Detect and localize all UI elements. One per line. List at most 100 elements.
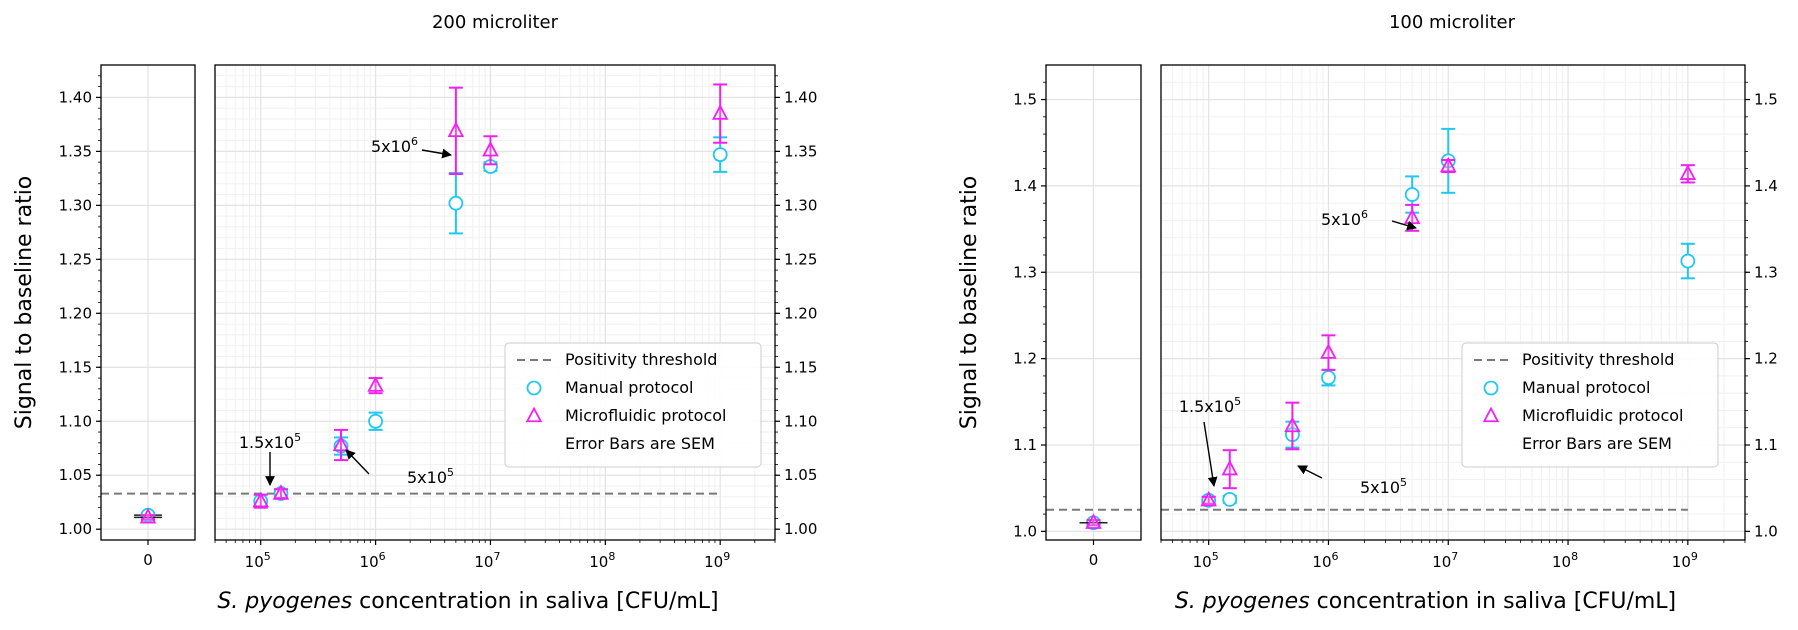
chart-panel-1: 1.00 1.00 1.05 1.05 1.10 1.10 1.15 1.15 1.20 1.20… [12, 12, 817, 614]
xtick-label: 107 [1432, 550, 1458, 571]
microfluidic-point [1284, 416, 1301, 433]
ytick-label-left: 1.20 [59, 304, 92, 322]
legend-manual-swatch [526, 380, 542, 396]
annotation-label: 1.5x105 [1179, 395, 1241, 416]
ytick-label-left: 1.4 [1013, 177, 1037, 195]
ytick-label-right: 1.35 [784, 142, 817, 160]
xtick-label-exponent: 6 [1332, 550, 1339, 563]
grid [1046, 65, 1746, 540]
ytick-label-right: 1.15 [784, 358, 817, 376]
annotation-label-base: 5x10 [407, 468, 447, 487]
xtick-label-base: 10 [589, 553, 608, 571]
microfluidic-point [272, 484, 290, 500]
ytick-label-left: 1.15 [59, 358, 92, 376]
xtick-label-exponent: 8 [608, 550, 615, 563]
annotation-label-exponent: 6 [1361, 208, 1368, 221]
microfluidic-point [1679, 164, 1697, 180]
y-axis-label: Signal to baseline ratio [12, 176, 37, 430]
microfluidic-point [1440, 156, 1457, 173]
microfluidic-point [367, 376, 384, 392]
xtick-label: 107 [474, 550, 500, 571]
annotation-label-base: 5x10 [1360, 478, 1400, 497]
legend-note: Error Bars are SEM [565, 434, 715, 453]
ytick-label-right: 1.30 [784, 196, 817, 214]
xtick-label-exponent: 7 [1451, 550, 1458, 563]
annotation-arrow [1391, 220, 1417, 231]
microfluidic-point [332, 435, 350, 452]
annotation-arrow [421, 148, 452, 159]
manual-point [1680, 253, 1696, 269]
xtick-label: 105 [245, 550, 271, 571]
ytick-label-left: 1.3 [1013, 263, 1037, 281]
x-axis-label: S. pyogenes concentration in saliva [CFU… [1175, 589, 1676, 614]
ytick-label-left: 1.1 [1013, 436, 1037, 454]
microfluidic-point [711, 104, 729, 120]
xtick-label-zero: 0 [1089, 551, 1099, 569]
legend-manual-label: Manual protocol [565, 378, 694, 397]
xtick-label-base: 10 [1672, 553, 1691, 571]
annotation-label-exponent: 5 [1400, 476, 1407, 489]
legend-micro-swatch [525, 406, 543, 423]
xtick-label-exponent: 9 [1691, 550, 1698, 563]
ytick-label-right: 1.25 [784, 250, 817, 268]
ytick-label-left: 1.5 [1013, 91, 1037, 109]
xtick-label-base: 10 [704, 553, 723, 571]
ytick-label-left: 1.05 [59, 466, 92, 484]
main-axis-frame [1160, 64, 1746, 541]
annotation-label-base: 5x10 [1321, 210, 1361, 229]
ytick-label-left: 1.25 [59, 250, 92, 268]
xtick-label-base: 10 [1193, 553, 1212, 571]
microfluidic-point [482, 140, 499, 157]
legend-micro-swatch [1482, 406, 1500, 423]
microfluidic-point [252, 491, 269, 508]
ytick-label-left: 1.10 [59, 412, 92, 430]
manual-point [448, 195, 464, 211]
xtick-label: 106 [1312, 550, 1338, 571]
x-axis-label: S. pyogenes concentration in saliva [CFU… [217, 589, 718, 614]
annotation-label-exponent: 5 [294, 431, 301, 444]
xtick-label-exponent: 8 [1571, 550, 1578, 563]
y-axis-label: Signal to baseline ratio [957, 176, 982, 430]
microfluidic-protocol-series [134, 83, 729, 524]
legend-note: Error Bars are SEM [1522, 434, 1672, 453]
ytick-label-right: 1.05 [784, 466, 817, 484]
annotation-label: 5x106 [371, 135, 418, 156]
xtick-label-base: 10 [360, 553, 379, 571]
xtick-label-exponent: 6 [379, 550, 386, 563]
xtick-label-exponent: 7 [493, 550, 500, 563]
x-axis-label-species: S. pyogenes [217, 589, 352, 614]
x-axis-label-units: concentration in saliva [CFU/mL] [352, 589, 718, 614]
ytick-label-left: 1.30 [59, 196, 92, 214]
xtick-label-exponent: 5 [1212, 550, 1219, 563]
annotation-arrow [1203, 421, 1218, 487]
legend-manual-label: Manual protocol [1522, 378, 1651, 397]
ytick-label-left: 1.2 [1013, 350, 1037, 368]
xtick-label-zero: 0 [143, 551, 153, 569]
xtick-label-base: 10 [1552, 553, 1571, 571]
ytick-label-right: 1.00 [784, 520, 817, 538]
xtick-label-base: 10 [245, 553, 264, 571]
x-axis-label-species: S. pyogenes [1175, 589, 1310, 614]
chart-title: 200 microliter [432, 12, 559, 33]
legend-threshold-label: Positivity threshold [565, 350, 717, 369]
microfluidic-point [447, 121, 465, 138]
annotation-label-exponent: 6 [411, 135, 418, 148]
xtick-label-base: 10 [474, 553, 493, 571]
microfluidic-point [1320, 343, 1337, 359]
annotation-label-exponent: 5 [447, 466, 454, 479]
chart-title: 100 microliter [1389, 12, 1516, 33]
ytick-label-right: 1.10 [784, 412, 817, 430]
legend-manual-swatch [1483, 380, 1499, 396]
xtick-label-exponent: 9 [723, 550, 730, 563]
ytick-label-right: 1.3 [1754, 263, 1778, 281]
manual-point [712, 147, 728, 163]
annotation-label: 5x106 [1321, 208, 1368, 229]
xtick-label: 105 [1193, 550, 1219, 571]
xtick-label: 109 [1672, 550, 1698, 571]
ytick-label-left: 1.00 [59, 520, 92, 538]
x-axis-label-units: concentration in saliva [CFU/mL] [1310, 589, 1676, 614]
manual-protocol-series [1079, 127, 1696, 531]
annotation-label: 1.5x105 [239, 431, 301, 452]
ytick-label-right: 1.0 [1754, 522, 1778, 540]
legend-threshold-label: Positivity threshold [1522, 350, 1674, 369]
